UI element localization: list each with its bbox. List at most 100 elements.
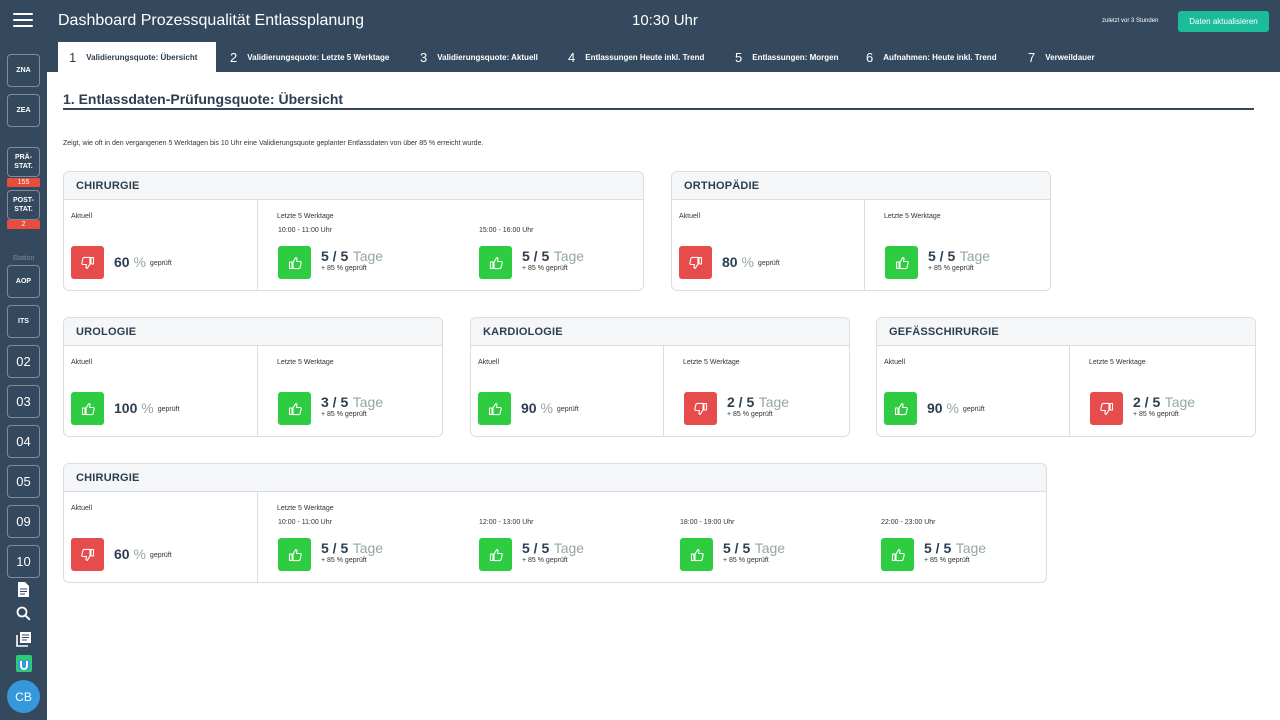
tab-verweildauer[interactable]: 7 Verweildauer xyxy=(1028,49,1095,65)
thumbs-down-icon xyxy=(679,246,712,279)
card-divider xyxy=(864,200,865,290)
thumbs-up-icon xyxy=(278,246,311,279)
sidebar-item-label: 03 xyxy=(16,394,31,409)
thumbs-down-icon xyxy=(71,538,104,571)
thumbs-up-icon xyxy=(680,538,713,571)
tab-entlassungen-morgen[interactable]: 5 Entlassungen: Morgen xyxy=(735,49,839,65)
sidebar-item-station-03[interactable]: 03 xyxy=(7,385,40,418)
thumbs-down-icon xyxy=(684,392,717,425)
letzte-5-werktage-label: Letzte 5 Werktage xyxy=(277,213,334,220)
page-title: 1. Entlassdaten-Prüfungsquote: Übersicht xyxy=(63,91,344,107)
card-title: CHIRURGIE xyxy=(64,172,643,200)
time-slot-label: 18:00 - 19:00 Uhr xyxy=(680,519,735,526)
sidebar-item-zna[interactable]: ZNA xyxy=(7,54,40,87)
current-rate-value: 60 % geprüft xyxy=(114,254,172,270)
document-icon[interactable] xyxy=(15,581,32,598)
title-divider xyxy=(63,108,1254,110)
days-value: 2 / 5 Tage + 85 % geprüft xyxy=(1133,394,1196,419)
clock: 10:30 Uhr xyxy=(632,12,698,29)
aktuell-label: Aktuell xyxy=(71,359,93,366)
current-rate-value: 90 % geprüft xyxy=(927,400,985,416)
sidebar-item-its[interactable]: ITS xyxy=(7,305,40,338)
tab-validierungsquote-aktuell[interactable]: 3 Validierungsquote: Aktuell xyxy=(420,49,538,65)
card-orthopaedie: ORTHOPÄDIE Aktuell 80 % geprüft Letzte 5 Wer… xyxy=(671,171,1051,291)
time-slot-label: 10:00 - 11:00 Uhr xyxy=(278,227,332,234)
days-value: 5 / 5 Tage + 85 % geprüft xyxy=(522,248,585,273)
sidebar-item-label: ZNA xyxy=(16,67,31,74)
hamburger-menu-icon[interactable] xyxy=(13,13,33,27)
letzte-5-werktage-label: Letzte 5 Werktage xyxy=(277,505,334,512)
sidebar-item-label: 02 xyxy=(16,354,31,369)
tab-validierungsquote-letzte-5-werktage[interactable]: 2 Validierungsquote: Letzte 5 Werktage xyxy=(230,49,390,65)
card-title: GEFÄSSCHIRURGIE xyxy=(877,318,1255,346)
aktuell-label: Aktuell xyxy=(71,213,93,220)
card-kardiologie: KARDIOLOGIE Aktuell 90 % geprüft Letzte 5 We… xyxy=(470,317,850,437)
sidebar-item-zea[interactable]: ZEA xyxy=(7,94,40,127)
sidebar-item-post-stat[interactable]: POST- STAT. xyxy=(7,190,40,220)
thumbs-up-icon xyxy=(278,538,311,571)
days-value: 5 / 5 Tage + 85 % geprüft xyxy=(522,540,585,565)
days-value: 3 / 5 Tage + 85 % geprüft xyxy=(321,394,384,419)
card-title: ORTHOPÄDIE xyxy=(672,172,1050,200)
aktuell-label: Aktuell xyxy=(478,359,500,366)
tab-entlassungen-heute[interactable]: 4 Entlassungen Heute inkl. Trend xyxy=(568,49,705,65)
tab-validierungsquote-uebersicht[interactable]: 1 Validierungsquote: Übersicht xyxy=(58,42,216,72)
card-divider xyxy=(1069,346,1070,436)
card-chirurgie: CHIRURGIE Aktuell 60 % geprüft Letzte 5 Werk… xyxy=(63,463,1047,583)
time-slot-label: 10:00 - 11:00 Uhr xyxy=(278,519,332,526)
card-divider xyxy=(257,200,258,290)
sidebar-item-station-04[interactable]: 04 xyxy=(7,425,40,458)
sidebar-item-aop[interactable]: AOP xyxy=(7,265,40,298)
sidebar-item-station-02[interactable]: 02 xyxy=(7,345,40,378)
aktuell-label: Aktuell xyxy=(71,505,93,512)
sidebar-item-label: 10 xyxy=(16,554,31,569)
top-header: Dashboard Prozessqualität Entlassplanung… xyxy=(47,0,1280,72)
sidebar-item-label: ITS xyxy=(18,318,29,325)
thumbs-down-icon xyxy=(1090,392,1123,425)
sidebar-item-prae-stat[interactable]: PRÄ- STAT. xyxy=(7,147,40,177)
current-rate-value: 60 % geprüft xyxy=(114,546,172,562)
card-divider xyxy=(663,346,664,436)
card-gefaesschirurgie: GEFÄSSCHIRURGIE Aktuell 90 % geprüft Letzte … xyxy=(876,317,1256,437)
last-update-text: zuletzt vor 3 Stunden xyxy=(1102,18,1159,24)
prae-stat-count-badge: 155 xyxy=(7,178,40,187)
sidebar-item-station-09[interactable]: 09 xyxy=(7,505,40,538)
card-title: KARDIOLOGIE xyxy=(471,318,849,346)
time-slot-label: 22:00 - 23:00 Uhr xyxy=(881,519,936,526)
thumbs-up-icon xyxy=(71,392,104,425)
app-title: Dashboard Prozessqualität Entlassplanung xyxy=(58,12,364,29)
letzte-5-werktage-label: Letzte 5 Werktage xyxy=(1089,359,1146,366)
thumbs-up-icon xyxy=(278,392,311,425)
sidebar-item-station-05[interactable]: 05 xyxy=(7,465,40,498)
days-value: 5 / 5 Tage + 85 % geprüft xyxy=(321,540,384,565)
aktuell-label: Aktuell xyxy=(884,359,906,366)
u-logo-icon[interactable] xyxy=(15,655,32,672)
time-slot-label: 15:00 - 16:00 Uhr xyxy=(479,227,534,234)
sidebar-item-label: ZEA xyxy=(16,107,31,114)
card-title: CHIRURGIE xyxy=(64,464,1046,492)
letzte-5-werktage-label: Letzte 5 Werktage xyxy=(277,359,334,366)
thumbs-up-icon xyxy=(881,538,914,571)
sidebar-item-station-10[interactable]: 10 xyxy=(7,545,40,578)
aktuell-label: Aktuell xyxy=(679,213,701,220)
user-avatar[interactable]: CB xyxy=(7,680,40,713)
thumbs-up-icon xyxy=(884,392,917,425)
library-icon[interactable] xyxy=(15,630,32,647)
sidebar-item-label: 04 xyxy=(16,434,31,449)
thumbs-up-icon xyxy=(885,246,918,279)
search-icon[interactable] xyxy=(15,605,32,622)
post-stat-count-badge: 2 xyxy=(7,220,40,229)
card-urologie: UROLOGIE Aktuell 100 % geprüft Letzte 5 Werk… xyxy=(63,317,443,437)
days-value: 5 / 5 Tage + 85 % geprüft xyxy=(924,540,987,565)
days-value: 5 / 5 Tage + 85 % geprüft xyxy=(723,540,786,565)
sidebar-item-label: AOP xyxy=(15,278,32,285)
sidebar-item-label: 05 xyxy=(16,474,31,489)
tab-aufnahmen-heute[interactable]: 6 Aufnahmen: Heute inkl. Trend xyxy=(866,49,997,65)
days-value: 5 / 5 Tage + 85 % geprüft xyxy=(928,248,991,273)
card-divider xyxy=(257,346,258,436)
letzte-5-werktage-label: Letzte 5 Werktage xyxy=(884,213,941,220)
current-rate-value: 90 % geprüft xyxy=(521,400,579,416)
card-chirurgie: CHIRURGIE Aktuell 60 % geprüft Letzte 5 Werk… xyxy=(63,171,644,291)
refresh-data-button[interactable]: Daten aktualisieren xyxy=(1178,11,1269,32)
sidebar-item-label: PRÄ- STAT. xyxy=(14,154,33,170)
